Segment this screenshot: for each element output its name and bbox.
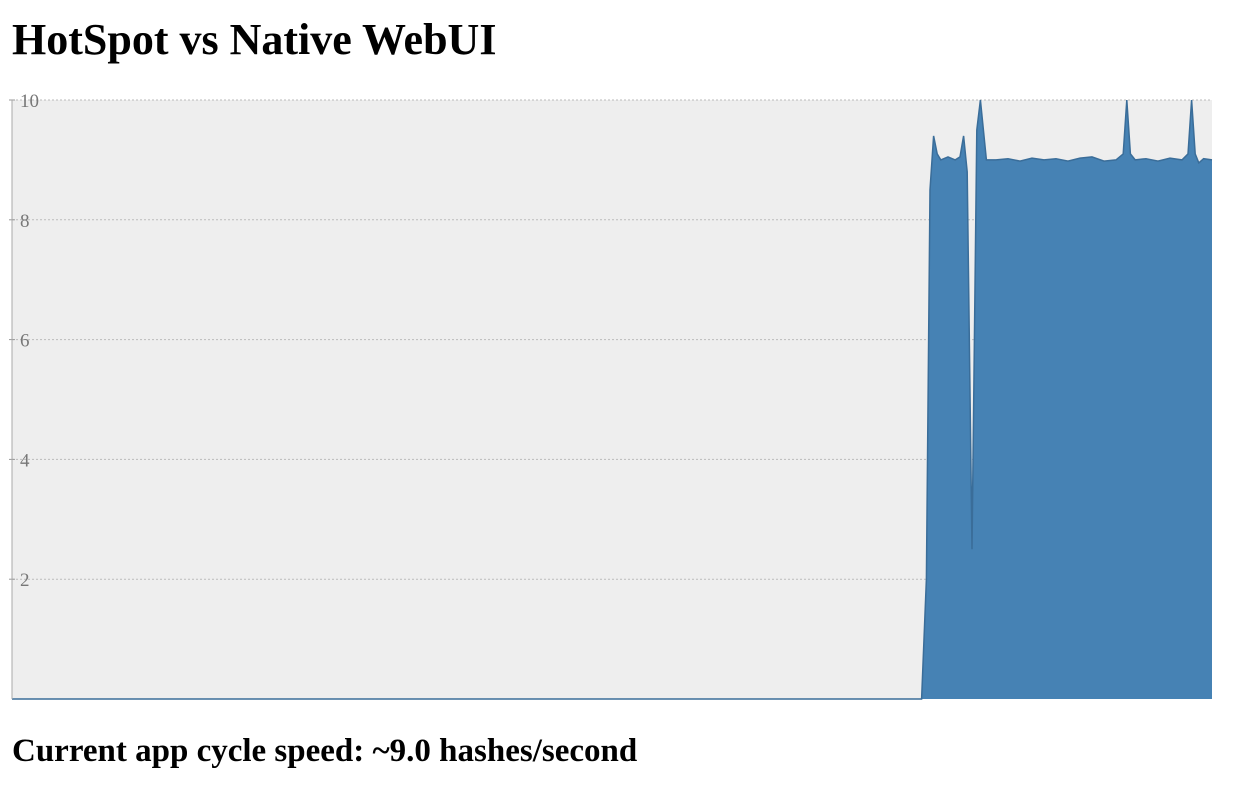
cycle-speed-status: Current app cycle speed: ~9.0 hashes/sec… <box>12 733 638 769</box>
y-axis: 2 4 6 8 10 <box>9 91 39 699</box>
page-title: HotSpot vs Native WebUI <box>12 15 497 64</box>
series-layer <box>12 99 1213 700</box>
y-tick-label: 6 <box>20 331 30 352</box>
series-area <box>12 100 1212 699</box>
y-tick-label: 4 <box>20 450 30 471</box>
series-line <box>12 99 1213 700</box>
chart-svg: 2 4 6 8 10 <box>9 91 1213 700</box>
y-tick-label: 8 <box>20 211 30 232</box>
hash-rate-chart: 2 4 6 8 10 <box>0 90 1244 710</box>
y-tick-label: 2 <box>20 570 30 591</box>
y-tick-label: 10 <box>20 91 39 112</box>
